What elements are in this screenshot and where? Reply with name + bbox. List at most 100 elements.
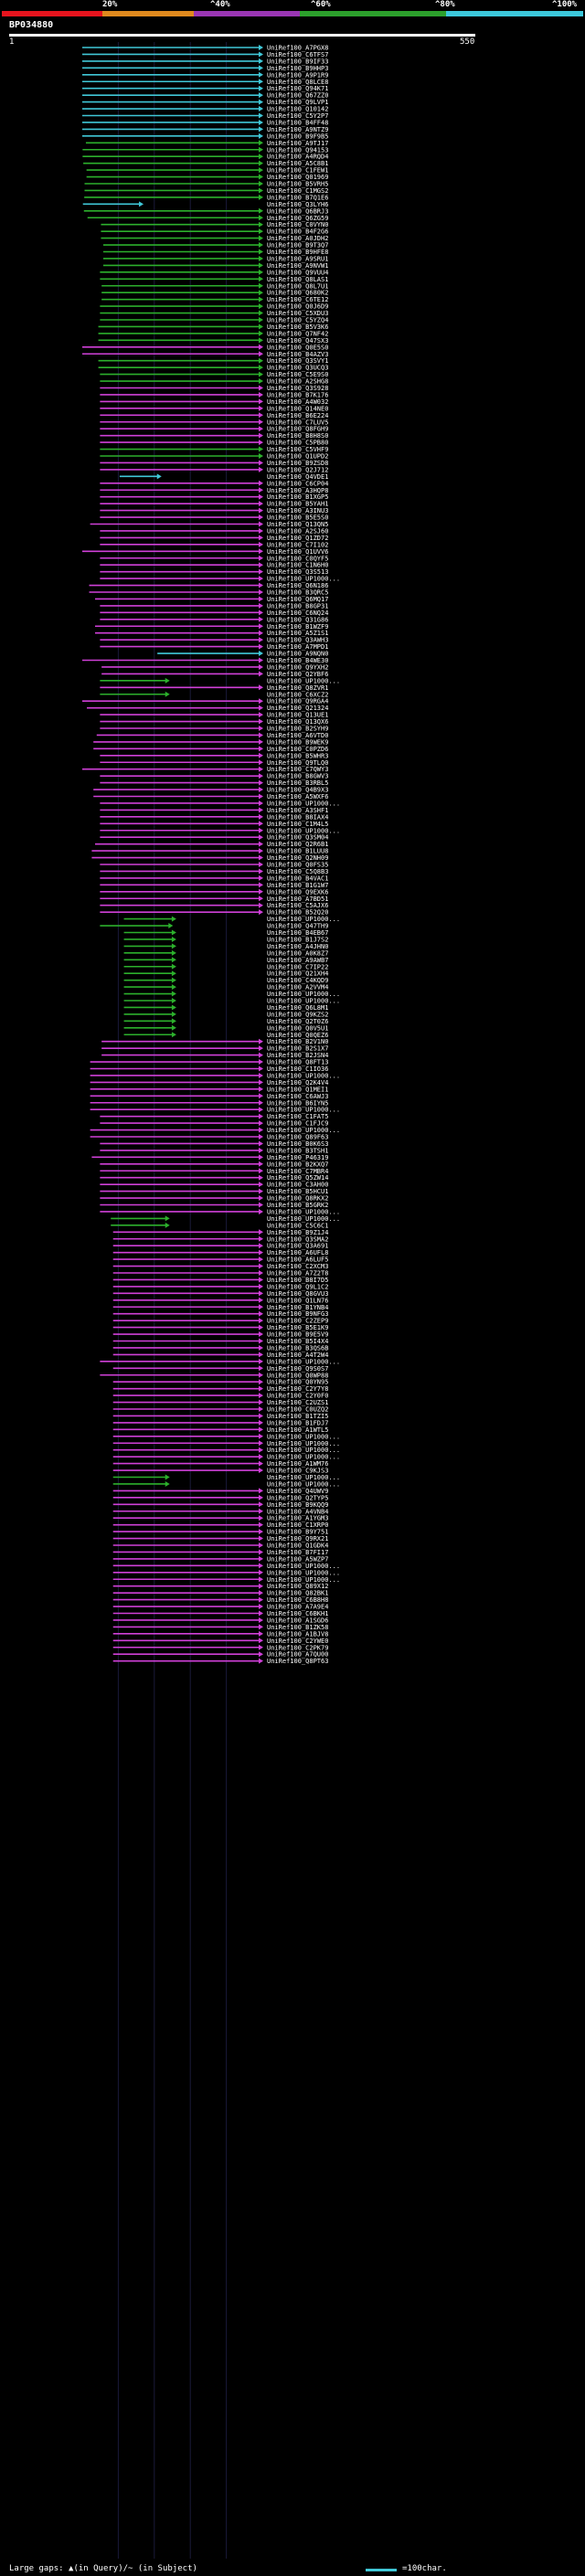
hit-arrow	[259, 174, 263, 180]
hit-arrow	[259, 1494, 263, 1500]
hit-label: UniRef100_Q6MQ17	[267, 596, 328, 603]
hit-arrow	[259, 1318, 263, 1324]
hit-arrow	[259, 1604, 263, 1610]
hit-arrow	[259, 426, 263, 432]
hit-label: UniRef100_C1FJC9	[267, 1120, 328, 1128]
hit-label: UniRef100_Q4UWV9	[267, 1488, 328, 1495]
hit-label: UniRef100_Q2J712	[267, 466, 328, 473]
hit-arrow	[259, 821, 263, 827]
hit-label: UniRef100_UP1000...	[267, 1215, 340, 1223]
hit-label: UniRef100_C5PB80	[267, 440, 328, 447]
hit-arrow	[259, 1596, 263, 1603]
hit-label: UniRef100_C6TFS7	[267, 51, 328, 58]
hit-label: UniRef100_Q8ZVR1	[267, 684, 328, 692]
hit-label: UniRef100_Q9RX21	[267, 1535, 328, 1542]
hit-arrow	[259, 1555, 263, 1562]
hit-arrow	[259, 1344, 263, 1351]
hit-label: UniRef100_C7QWY3	[267, 766, 328, 773]
hit-label: UniRef100_C0QYF5	[267, 555, 328, 562]
hit-label: UniRef100_Q9EXK6	[267, 888, 328, 896]
hit-arrow	[259, 1304, 263, 1310]
hit-label: UniRef100_B1G1W7	[267, 882, 328, 889]
hit-label: UniRef100_UP1000...	[267, 800, 340, 807]
hit-arrow	[259, 746, 263, 752]
scale-bar-legend	[366, 2569, 397, 2571]
hit-arrow	[259, 738, 263, 745]
scale-segment-green	[300, 11, 446, 16]
hit-arrow	[259, 92, 263, 99]
hit-label: UniRef100_UP1000...	[267, 1358, 340, 1365]
hit-label: UniRef100_C5VHF9	[267, 446, 328, 453]
hit-label: UniRef100_Q9VUU4	[267, 269, 328, 276]
hit-label: UniRef100_A3HQP8	[267, 487, 328, 494]
query-title: BP034880	[9, 20, 54, 30]
hit-arrow	[259, 357, 263, 364]
hit-arrow	[259, 875, 263, 881]
hit-label: UniRef100_B4FF48	[267, 119, 328, 126]
hit-label: UniRef100_Q1GDK4	[267, 1542, 328, 1550]
hit-arrow	[259, 1468, 263, 1474]
hit-label: UniRef100_C1N6H0	[267, 562, 328, 569]
hit-label: UniRef100_B3TSH1	[267, 1147, 328, 1154]
hit-arrow	[259, 1052, 263, 1058]
hit-label: UniRef100_Q3S513	[267, 568, 328, 576]
hit-label: UniRef100_B9Y751	[267, 1529, 328, 1536]
hit-label: UniRef100_A4JHN0	[267, 943, 328, 950]
hit-label: UniRef100_A6UFL8	[267, 1249, 328, 1256]
hit-arrow	[259, 391, 263, 398]
hit-arrow	[259, 1249, 263, 1256]
hit-arrow	[259, 290, 263, 296]
hit-arrow	[259, 303, 263, 310]
hit-arrow	[171, 936, 176, 942]
hit-label: UniRef100_Q89X12	[267, 1583, 328, 1590]
hit-arrow	[259, 99, 263, 105]
hit-label: UniRef100_Q13UE1	[267, 712, 328, 719]
hit-label: UniRef100_Q2YBF6	[267, 671, 328, 678]
hit-arrow	[259, 112, 263, 119]
hit-arrow	[259, 657, 263, 663]
hit-label: UniRef100_B3QS6B	[267, 1344, 328, 1352]
hit-label: UniRef100_A2SJ60	[267, 527, 328, 535]
hit-arrow	[259, 1433, 263, 1439]
hit-arrow	[259, 1188, 263, 1194]
hit-label: UniRef100_C9KJS3	[267, 1468, 328, 1475]
hit-arrow	[259, 1174, 263, 1181]
hit-arrow	[259, 848, 263, 854]
hit-arrow	[259, 1297, 263, 1303]
hit-arrow	[171, 991, 176, 997]
hit-label: UniRef100_Q3A691	[267, 1243, 328, 1250]
hit-label: UniRef100_UP1000...	[267, 827, 340, 834]
hit-label: UniRef100_C1M4L5	[267, 821, 328, 828]
hit-arrow	[259, 576, 263, 582]
hit-arrow	[259, 651, 263, 657]
hit-arrow	[259, 85, 263, 91]
hit-arrow	[259, 119, 263, 125]
hit-label: UniRef100_Q94K71	[267, 85, 328, 92]
hit-arrow	[259, 276, 263, 282]
hit-label: UniRef100_Q6ZG59	[267, 215, 328, 222]
hit-arrow	[259, 896, 263, 902]
hit-arrow	[259, 1154, 263, 1161]
hit-label: UniRef100_A1SGD6	[267, 1617, 328, 1624]
scale-segment-purple	[194, 11, 300, 16]
hit-label: UniRef100_UP1000...	[267, 1072, 340, 1079]
hit-arrow	[259, 1099, 263, 1106]
hit-label: UniRef100_C2Y7Y8	[267, 1385, 328, 1393]
hit-label: UniRef100_B1WZF9	[267, 623, 328, 631]
hit-label: UniRef100_C0PZD6	[267, 746, 328, 753]
hit-arrow	[259, 1079, 263, 1086]
hit-arrow	[259, 296, 263, 302]
hit-arrow	[259, 548, 263, 555]
hit-label: UniRef100_B7Q1E6	[267, 194, 328, 201]
hit-label: UniRef100_A9SRU1	[267, 255, 328, 262]
hit-arrow	[259, 1393, 263, 1399]
hit-label: UniRef100_A9NQN0	[267, 651, 328, 658]
hit-arrow	[259, 1310, 263, 1317]
hit-label: UniRef100_C6NQ24	[267, 610, 328, 617]
hit-arrow	[259, 1120, 263, 1127]
hit-label: UniRef100_Q2K4V4	[267, 1079, 328, 1087]
hit-arrow	[171, 998, 176, 1003]
hit-arrow	[259, 637, 263, 643]
hit-arrow	[259, 766, 263, 772]
hit-arrow	[259, 541, 263, 547]
